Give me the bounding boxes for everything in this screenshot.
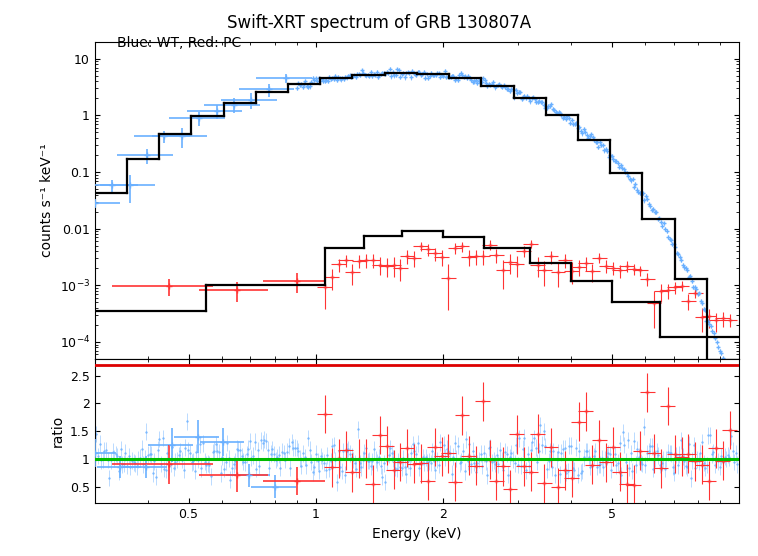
Text: Swift-XRT spectrum of GRB 130807A: Swift-XRT spectrum of GRB 130807A bbox=[227, 14, 531, 32]
Text: Blue: WT, Red: PC: Blue: WT, Red: PC bbox=[117, 36, 242, 50]
Y-axis label: counts s⁻¹ keV⁻¹: counts s⁻¹ keV⁻¹ bbox=[40, 143, 54, 257]
X-axis label: Energy (keV): Energy (keV) bbox=[372, 527, 462, 540]
Y-axis label: ratio: ratio bbox=[50, 415, 64, 447]
